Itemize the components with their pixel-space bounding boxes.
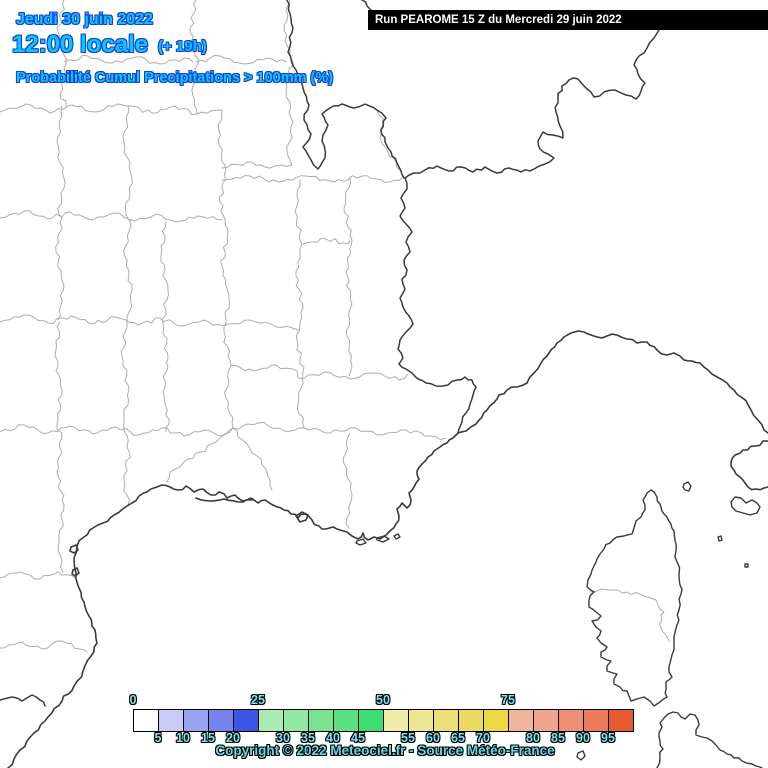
color-scale-legend [133,709,634,732]
forecast-hour-offset: (+ 19h) [158,38,207,55]
legend-tick-label: 35 [301,731,315,745]
legend-tick-label: 5 [154,731,162,745]
legend-tick-label: 60 [426,731,440,745]
legend-tick-label: 75 [501,693,515,707]
islands [355,481,763,768]
legend-tick-label: 40 [326,731,340,745]
legend-tick-label: 85 [551,731,565,745]
legend-cell [209,710,234,731]
legend-cell [409,710,434,731]
model-run-banner: Run PEAROME 15 Z du Mercredi 29 juin 202… [368,10,768,30]
legend-cell [234,710,259,731]
legend-tick-label: 10 [176,731,190,745]
legend-tick-label: 70 [476,731,490,745]
legend-cell [284,710,309,731]
legend-cell [484,710,509,731]
legend-cell [434,710,459,731]
national-borders [0,0,661,707]
legend-tick-label: 15 [201,731,215,745]
legend-cell [134,710,159,731]
copyright-notice: Copyright © 2022 Meteociel.fr - Source M… [215,743,555,758]
department-boundaries [0,0,670,653]
legend-tick-label: 30 [276,731,290,745]
legend-tick-label: 55 [401,731,415,745]
legend-cell [259,710,284,731]
legend-cell [309,710,334,731]
legend-tick-label: 80 [526,731,540,745]
legend-cell [459,710,484,731]
legend-cell [509,710,534,731]
legend-tick-label: 50 [376,693,390,707]
map-parameter-title: Probabilité Cumul Precipitations > 100mm… [16,70,334,86]
legend-cell [359,710,384,731]
coastlines [7,330,768,768]
legend-tick-label: 90 [576,731,590,745]
legend-cell [159,710,184,731]
forecast-date: Jeudi 30 juin 2022 [16,11,153,28]
legend-cell [584,710,609,731]
legend-cell [384,710,409,731]
legend-tick-label: 45 [351,731,365,745]
legend-tick-label: 20 [226,731,240,745]
legend-cell [534,710,559,731]
legend-tick-label: 0 [129,693,137,707]
legend-cell [609,710,633,731]
legend-cell [184,710,209,731]
legend-cell [559,710,584,731]
legend-cell [334,710,359,731]
legend-tick-label: 95 [601,731,615,745]
forecast-time: 12:00 locale [12,31,149,58]
legend-tick-label: 25 [251,693,265,707]
legend-tick-label: 65 [451,731,465,745]
